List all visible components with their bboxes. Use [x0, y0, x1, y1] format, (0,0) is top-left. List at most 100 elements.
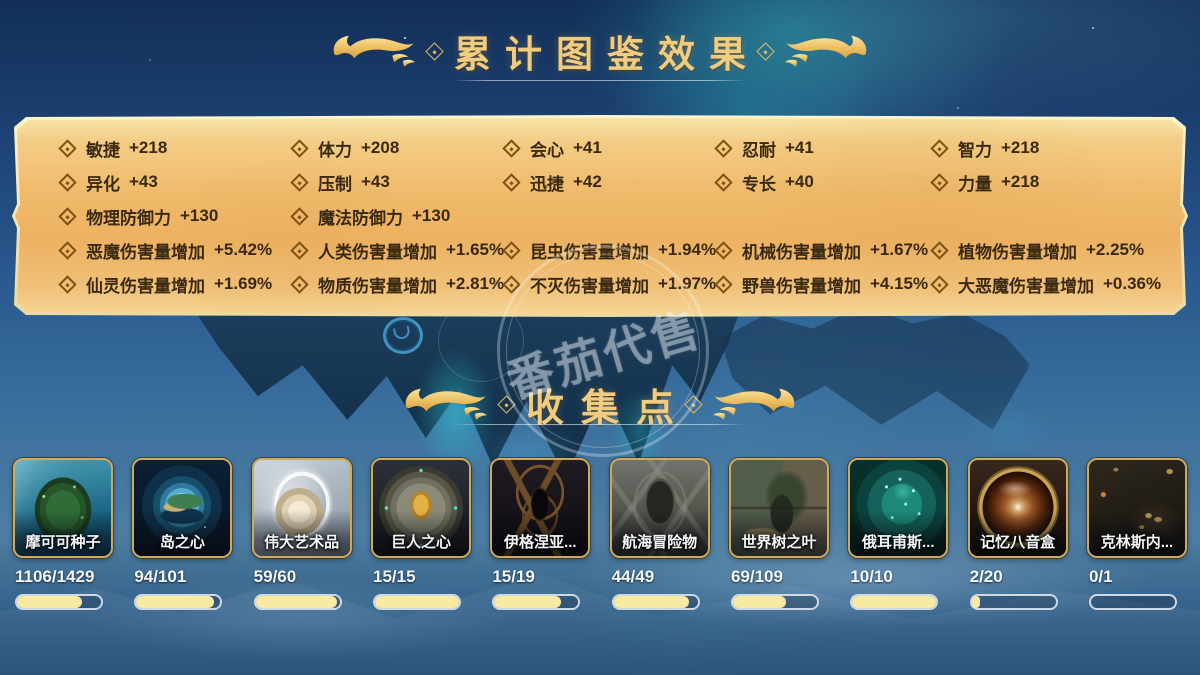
stat-value: +1.67%: [870, 240, 929, 259]
collection-card[interactable]: 伊格涅亚... 15/19: [490, 458, 591, 610]
card-name: 记忆八音盒: [980, 534, 1056, 551]
stat-item: 物质伤害量增加 +2.81%: [293, 272, 505, 297]
diamond-bullet-icon: [930, 275, 948, 293]
diamond-bullet-icon: [290, 173, 308, 191]
stat-item: 压制 +43: [293, 170, 505, 195]
stat-label: 忍耐: [742, 140, 776, 160]
card-count: 59/60: [253, 567, 297, 586]
stat-label: 敏捷: [86, 140, 120, 160]
stat-item: 机械伤害量增加 +1.67%: [717, 238, 933, 263]
stat-item: 物理防御力 +130: [61, 204, 293, 229]
card-name: 伊格涅亚...: [504, 534, 577, 551]
diamond-bullet-icon: [714, 275, 732, 293]
effects-title-underline: [452, 80, 747, 81]
card-frame[interactable]: 克林斯内...: [1086, 458, 1187, 558]
card-count: 15/19: [492, 567, 535, 586]
card-progress-bar: [134, 594, 223, 610]
stat-value: +43: [361, 172, 390, 191]
stat-value: +1.69%: [214, 274, 273, 293]
stat-label: 体力: [318, 140, 352, 160]
collection-card[interactable]: 摩可可种子 1106/1429: [13, 458, 113, 610]
stat-label: 大恶魔伤害量增加: [958, 276, 1094, 296]
diamond-bullet-icon: [58, 139, 76, 157]
diamond-bullet-icon: [502, 275, 520, 293]
card-frame[interactable]: 摩可可种子: [13, 458, 113, 558]
stat-value: +41: [785, 138, 814, 157]
diamond-ornament-icon: [425, 41, 444, 61]
effects-column: 智力 +218 力量 +218 植物伤害量增加 +2.25% 大恶魔伤害量增加 …: [933, 131, 1175, 314]
stat-item: 大恶魔伤害量增加 +0.36%: [933, 272, 1175, 297]
stat-label: 迅捷: [530, 174, 564, 194]
card-frame[interactable]: 岛之心: [132, 458, 233, 558]
diamond-bullet-icon: [502, 173, 520, 191]
effects-panel: 敏捷 +218 异化 +43 物理防御力 +130 恶魔伤害量增加 +5.42%…: [12, 115, 1188, 317]
stat-value: +43: [129, 172, 158, 191]
stat-item: 恶魔伤害量增加 +5.42%: [61, 238, 293, 263]
stat-label: 植物伤害量增加: [958, 242, 1077, 262]
stat-value: +218: [129, 138, 168, 157]
effects-column: 忍耐 +41 专长 +40 机械伤害量增加 +1.67% 野兽伤害量增加 +4.…: [717, 131, 933, 314]
collection-card[interactable]: 俄耳甫斯... 10/10: [848, 458, 949, 610]
diamond-bullet-icon: [290, 139, 308, 157]
collection-card[interactable]: 克林斯内... 0/1: [1086, 458, 1187, 610]
stat-value: +1.65%: [446, 240, 505, 259]
diamond-bullet-icon: [714, 241, 732, 259]
effects-column: 敏捷 +218 异化 +43 物理防御力 +130 恶魔伤害量增加 +5.42%…: [61, 131, 293, 314]
stat-value: +1.94%: [658, 240, 717, 259]
card-frame[interactable]: 巨人之心: [370, 458, 471, 558]
collection-card[interactable]: 岛之心 94/101: [132, 458, 233, 610]
card-frame[interactable]: 伟大艺术品: [251, 458, 352, 558]
effects-title-row: 累计图鉴效果: [0, 18, 1200, 84]
stat-value: +42: [573, 172, 602, 191]
card-progress-fill: [17, 596, 82, 608]
diamond-bullet-icon: [290, 207, 308, 225]
stat-item: 敏捷 +218: [61, 136, 293, 161]
diamond-bullet-icon: [930, 139, 948, 157]
card-frame[interactable]: 伊格涅亚...: [490, 458, 591, 558]
stat-item: 专长 +40: [717, 170, 933, 195]
stat-item: 野兽伤害量增加 +4.15%: [717, 272, 933, 297]
card-name: 摩可可种子: [25, 534, 101, 551]
stat-value: +5.42%: [214, 240, 273, 259]
card-count: 44/49: [611, 567, 655, 586]
stat-label: 魔法防御力: [318, 208, 403, 228]
stat-label: 专长: [742, 174, 776, 194]
card-progress-fill: [255, 596, 338, 608]
card-frame[interactable]: 记忆八音盒: [967, 458, 1068, 558]
stat-label: 力量: [958, 174, 992, 194]
stat-label: 智力: [958, 140, 992, 160]
card-progress-bar: [492, 594, 581, 610]
card-count: 1106/1429: [15, 567, 95, 586]
collection-card[interactable]: 记忆八音盒 2/20: [967, 458, 1068, 610]
card-count: 10/10: [850, 567, 893, 586]
diamond-bullet-icon: [930, 241, 948, 259]
stat-value: +130: [412, 206, 451, 225]
card-name: 航海冒险物: [622, 534, 698, 551]
diamond-bullet-icon: [290, 241, 308, 259]
card-progress-fill: [613, 596, 690, 608]
diamond-bullet-icon: [930, 173, 948, 191]
effects-section-title: 累计图鉴效果: [454, 34, 760, 75]
collection-card[interactable]: 巨人之心 15/15: [370, 458, 471, 610]
card-frame[interactable]: 世界树之叶: [728, 458, 829, 558]
diamond-bullet-icon: [502, 241, 520, 259]
stat-item: 仙灵伤害量增加 +1.69%: [61, 272, 293, 297]
diamond-bullet-icon: [502, 139, 520, 157]
stat-value: +1.97%: [658, 274, 717, 293]
effects-columns: 敏捷 +218 异化 +43 物理防御力 +130 恶魔伤害量增加 +5.42%…: [15, 118, 1185, 314]
card-count: 94/101: [134, 567, 187, 586]
card-progress-bar: [372, 594, 461, 610]
collection-card[interactable]: 伟大艺术品 59/60: [251, 458, 352, 610]
card-frame[interactable]: 航海冒险物: [609, 458, 710, 558]
card-progress-bar: [15, 594, 103, 610]
stat-value: +0.36%: [1103, 274, 1162, 293]
card-frame[interactable]: 俄耳甫斯...: [848, 458, 949, 558]
stat-label: 物理防御力: [86, 208, 171, 228]
collection-card[interactable]: 世界树之叶 69/109: [728, 458, 829, 610]
card-count: 69/109: [730, 567, 783, 586]
card-progress-bar: [253, 594, 342, 610]
diamond-bullet-icon: [58, 241, 76, 259]
effects-column: 体力 +208 压制 +43 魔法防御力 +130 人类伤害量增加 +1.65%…: [293, 131, 505, 314]
collection-cards-row: 摩可可种子 1106/1429 岛之心 94/101 伟大艺术品 59/60: [0, 458, 1200, 610]
collection-card[interactable]: 航海冒险物 44/49: [609, 458, 710, 610]
